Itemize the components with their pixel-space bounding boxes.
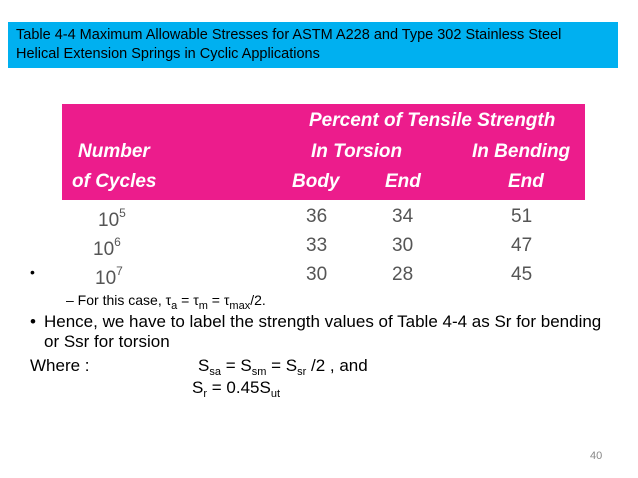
- empty-bullet: •: [30, 264, 35, 280]
- main-bullet: • Hence, we have to label the strength v…: [30, 312, 610, 352]
- page-number: 40: [590, 450, 603, 462]
- body-cell: 30: [306, 264, 328, 285]
- end-cell: 28: [392, 264, 414, 285]
- equation-ssa: Ssa = Ssm = Ssr /2 , and: [198, 356, 368, 378]
- sub-bullet-tau: – For this case, τa = τm = τmax/2.: [66, 292, 266, 312]
- header-in-bending: In Bending: [472, 141, 571, 162]
- bullet-icon: •: [30, 312, 36, 331]
- end-cell: 30: [392, 235, 414, 256]
- bending-end-cell: 47: [511, 235, 533, 256]
- header-of-cycles: of Cycles: [72, 171, 157, 192]
- equation-sr: Sr = 0.45Sut: [192, 378, 281, 400]
- cycles-cell: 107: [95, 264, 123, 289]
- header-body: Body: [292, 171, 340, 192]
- bending-end-cell: 51: [511, 206, 533, 227]
- header-percent-tensile: Percent of Tensile Strength: [309, 110, 556, 131]
- body-cell: 36: [306, 206, 328, 227]
- cycles-cell: 106: [93, 235, 121, 260]
- bending-end-cell: 45: [511, 264, 533, 285]
- slide-title-line-1: Table 4-4 Maximum Allowable Stresses for…: [16, 27, 562, 43]
- header-in-torsion: In Torsion: [311, 141, 403, 162]
- body-cell: 33: [306, 235, 328, 256]
- cycles-cell: 105: [98, 206, 126, 231]
- where-label: Where :: [30, 356, 90, 375]
- slide-title-box: Table 4-4 Maximum Allowable Stresses for…: [8, 22, 618, 68]
- main-bullet-text: Hence, we have to label the strength val…: [44, 312, 602, 351]
- header-number: Number: [78, 141, 150, 162]
- header-end-torsion: End: [385, 171, 421, 192]
- table-header: Percent of Tensile Strength Number In To…: [62, 104, 585, 200]
- header-end-bending: End: [508, 171, 544, 192]
- end-cell: 34: [392, 206, 414, 227]
- slide-title-line-2: Helical Extension Springs in Cyclic Appl…: [16, 46, 320, 62]
